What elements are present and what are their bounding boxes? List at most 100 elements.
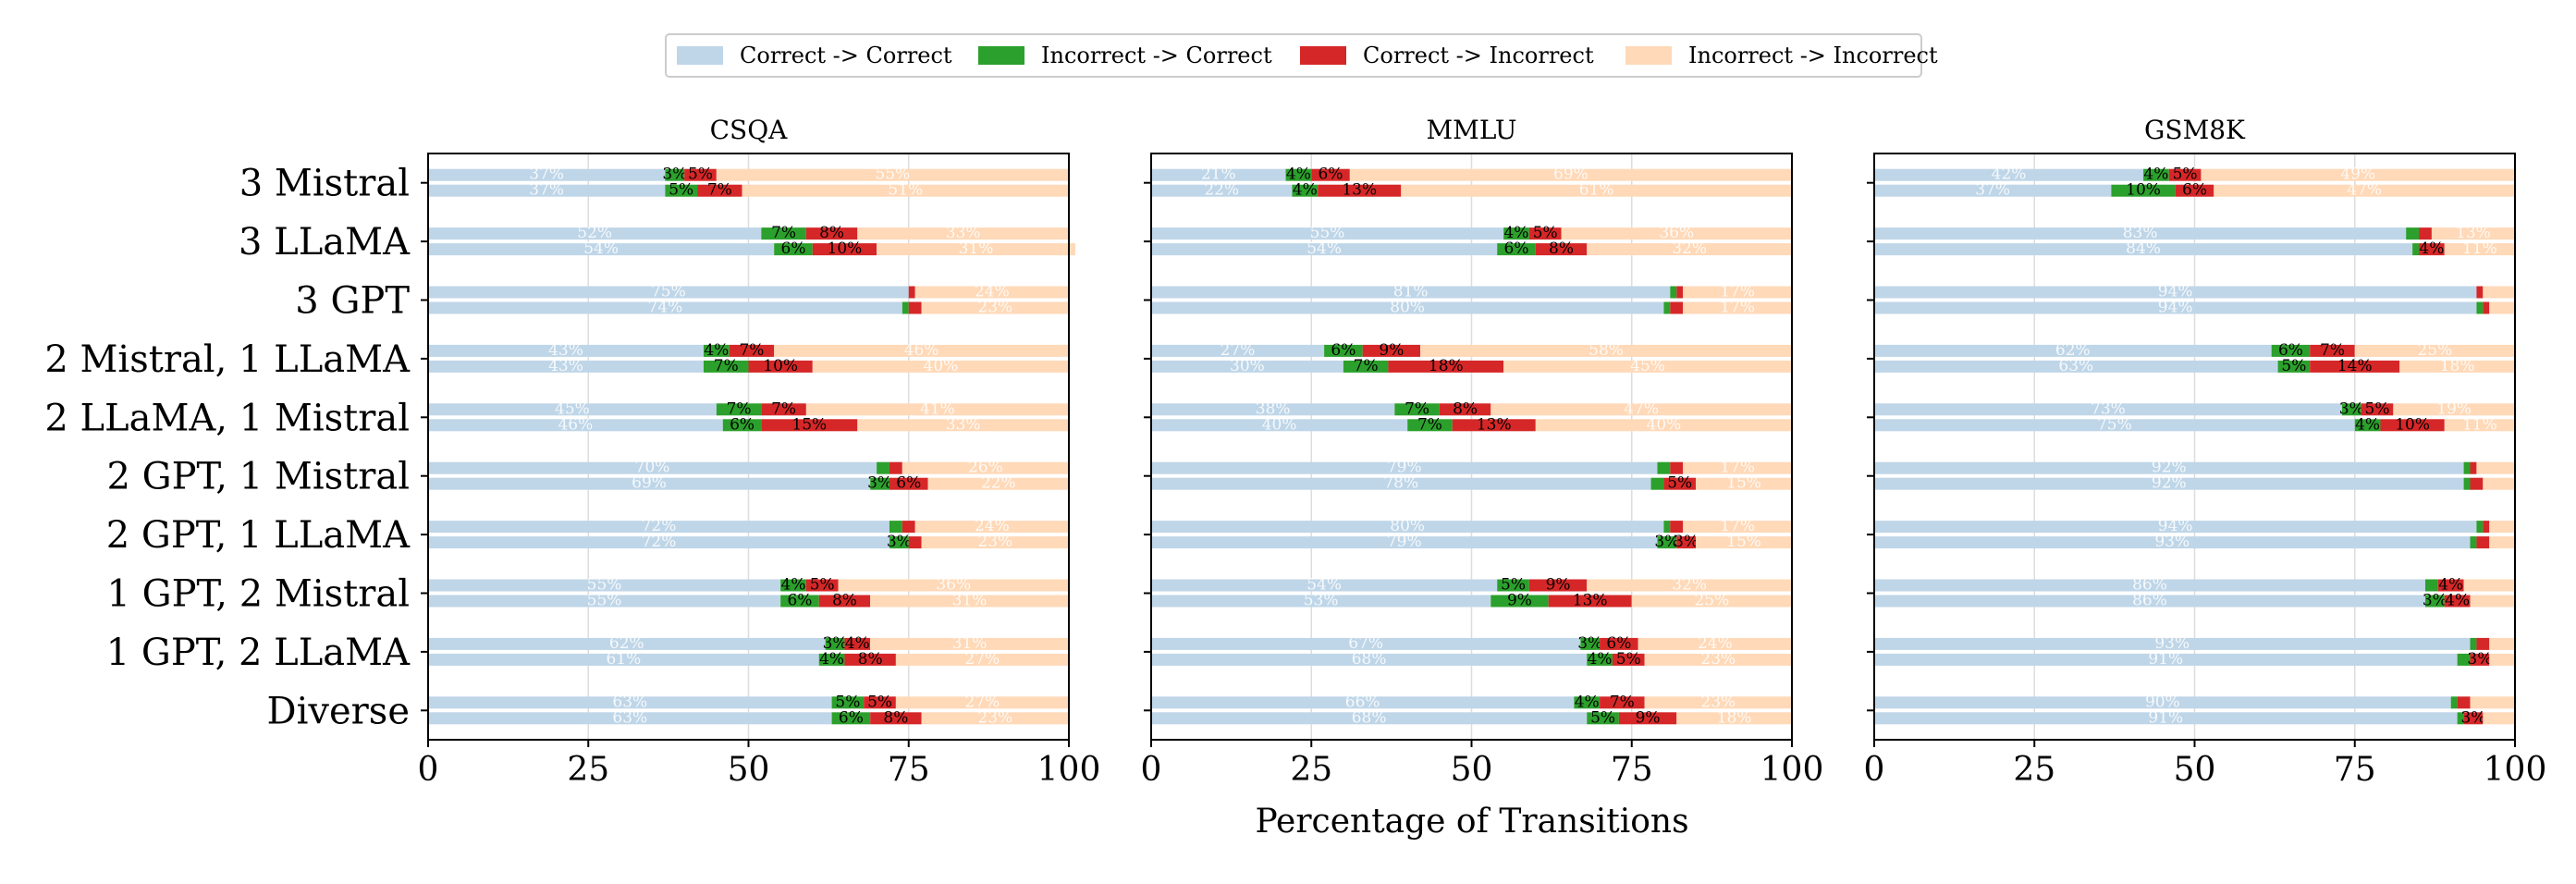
bar-segment-ic (2463, 461, 2471, 474)
bar-value-label: 13% (2456, 224, 2491, 242)
bar-value-label: 58% (1589, 341, 1624, 360)
bar-segment-cc (1151, 696, 1575, 709)
bar-value-label: 54% (583, 239, 619, 258)
bar-segment-ci (908, 301, 922, 314)
bar-segment-ci (1670, 301, 1684, 314)
bar-value-label: 93% (2154, 634, 2190, 653)
bar-value-label: 7% (1417, 415, 1442, 434)
bar-value-label: 17% (1720, 299, 1755, 317)
bar-value-label: 4% (2445, 592, 2470, 610)
bar-segment-ii (2489, 536, 2515, 549)
bar-value-label: 75% (2097, 415, 2132, 434)
bar-value-label: 31% (952, 634, 987, 653)
bar-value-label: 42% (1992, 166, 2027, 184)
bar-value-label: 6% (730, 415, 754, 434)
bar-segment-ci (2361, 403, 2394, 416)
bar-segment-cc (428, 403, 717, 416)
bar-segment-ii (914, 521, 1069, 534)
bar-segment-ii (2489, 521, 2515, 534)
bar-segment-ci (2419, 227, 2432, 240)
bar-segment-ic (1657, 461, 1671, 474)
bar-segment-ii (716, 168, 1069, 181)
bar-segment-ii (2431, 227, 2515, 240)
bar-segment-cc (1151, 419, 1408, 432)
bar-segment-ic (1497, 243, 1536, 256)
bar-value-label: 8% (858, 650, 883, 669)
bar-value-label: 62% (609, 634, 644, 653)
bar-value-label: 51% (888, 181, 923, 200)
bar-segment-cc (428, 360, 704, 373)
panel-title: CSQA (710, 115, 789, 145)
bar-value-label: 80% (1390, 299, 1425, 317)
bar-segment-ci (2310, 344, 2355, 357)
bar-segment-ii (870, 595, 1069, 608)
bar-value-label: 94% (2158, 517, 2193, 535)
bar-segment-cc (1151, 637, 1581, 650)
bar-segment-ii (2354, 344, 2515, 357)
bar-value-label: 4% (1588, 650, 1613, 669)
bar-segment-ii (2393, 403, 2515, 416)
bar-value-label: 49% (2340, 166, 2375, 184)
bar-segment-ci (1362, 344, 1421, 357)
bar-value-label: 68% (1352, 650, 1387, 669)
bar-segment-ic (1587, 653, 1613, 666)
bar-value-label: 36% (936, 576, 971, 595)
bar-value-label: 7% (714, 357, 739, 375)
bar-segment-ii (927, 477, 1069, 490)
bar-value-label: 5% (1667, 474, 1692, 493)
bar-value-label: 7% (727, 399, 752, 418)
bar-segment-ci (2483, 301, 2490, 314)
bar-value-label: 37% (529, 181, 564, 200)
bar-segment-cc (428, 521, 889, 534)
bar-segment-ci (1676, 286, 1684, 299)
bar-value-label: 3% (2460, 708, 2485, 727)
bar-value-label: 7% (1405, 399, 1429, 418)
bar-value-label: 91% (2148, 650, 2183, 669)
bar-segment-ii (2489, 637, 2515, 650)
bar-segment-cc (1874, 696, 2451, 709)
bar-value-label: 7% (739, 341, 764, 360)
bar-segment-cc (1151, 653, 1588, 666)
bar-value-label: 5% (1590, 708, 1615, 727)
bar-segment-ii (1683, 461, 1792, 474)
bar-segment-ic (2412, 243, 2420, 256)
bar-value-label: 21% (1201, 166, 1236, 184)
bar-value-label: 32% (1672, 239, 1707, 258)
bar-value-label: 5% (688, 166, 713, 184)
bar-value-label: 69% (1553, 166, 1589, 184)
bar-segment-cc (428, 184, 666, 197)
bar-segment-cc (1151, 286, 1671, 299)
bar-segment-cc (1874, 653, 2458, 666)
bar-segment-ci (2476, 286, 2484, 299)
bar-segment-cc (1151, 184, 1293, 197)
bar-segment-ii (1644, 653, 1792, 666)
bar-value-label: 17% (1720, 517, 1755, 535)
panel-title: GSM8K (2144, 115, 2246, 145)
bar-segment-cc (1874, 536, 2471, 549)
bar-segment-ii (2214, 184, 2515, 197)
bar-segment-ii (1644, 696, 1792, 709)
bar-value-label: 3% (2423, 592, 2447, 610)
bar-value-label: 68% (1352, 708, 1387, 727)
bar-segment-ci (1670, 521, 1684, 534)
bar-segment-ic (1580, 637, 1601, 650)
bar-value-label: 6% (787, 592, 812, 610)
bar-segment-ci (2463, 712, 2484, 725)
bar-value-label: 10% (2395, 415, 2430, 434)
bar-value-label: 79% (1387, 459, 1422, 477)
bar-segment-ci (761, 419, 858, 432)
bar-segment-ic (2463, 477, 2471, 490)
bar-segment-ci (2457, 696, 2471, 709)
bar-value-label: 70% (635, 459, 670, 477)
bar-segment-ii (2476, 461, 2515, 474)
bar-value-label: 23% (1700, 650, 1736, 669)
bar-segment-ci (2476, 637, 2490, 650)
bar-value-label: 10% (763, 357, 798, 375)
bar-value-label: 55% (1310, 224, 1345, 242)
bar-value-label: 3% (867, 474, 892, 493)
bar-segment-ci (2470, 653, 2490, 666)
bar-segment-ci (684, 168, 717, 181)
panel-mmlu: 21% 4% 6% 69%22% 4% 13% 61%55% 4% 5% 36%54% 6% 8% 32… (1141, 115, 1824, 789)
bar-value-label: 33% (946, 415, 981, 434)
